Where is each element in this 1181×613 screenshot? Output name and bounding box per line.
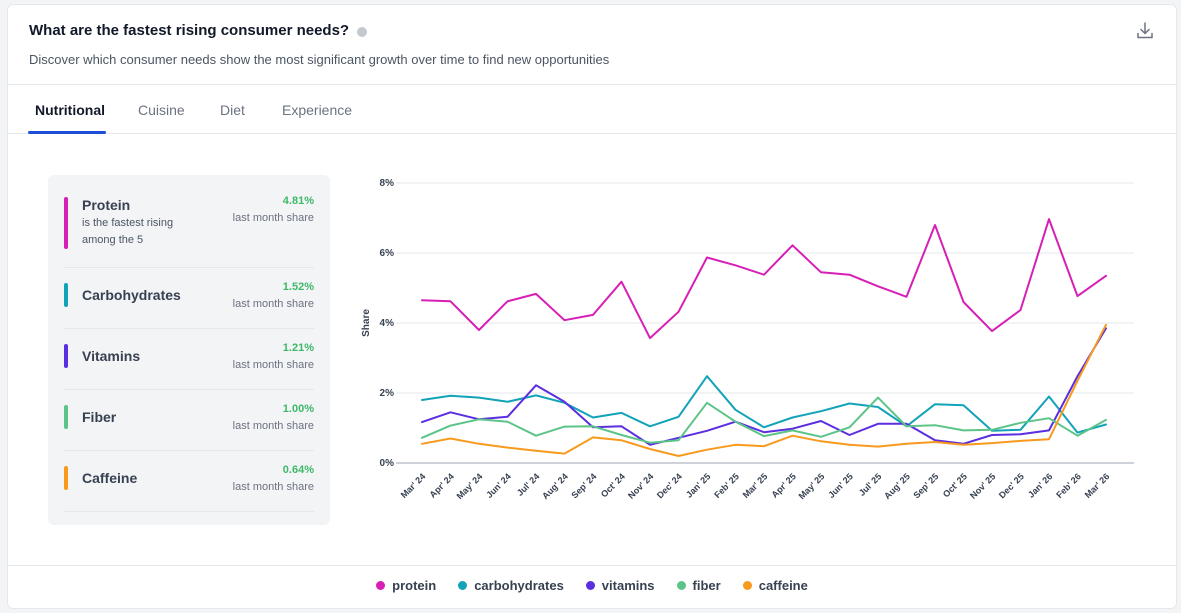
x-tick-label: Oct' 24: [599, 471, 627, 499]
legend-dot: [676, 581, 686, 590]
summary-percent: 1.21%: [282, 342, 314, 354]
summary-name: Protein: [82, 197, 131, 213]
legend-item-fiber[interactable]: fiber: [676, 578, 721, 593]
legend-label: carbohydrates: [474, 578, 564, 593]
card-title-row: What are the fastest rising consumer nee…: [29, 22, 368, 39]
x-tick-label: May' 24: [455, 471, 485, 501]
summary-name: Caffeine: [82, 470, 138, 486]
summary-percent: 1.52%: [282, 281, 314, 293]
summary-item-vitamins: Vitamins 1.21% last month share: [64, 340, 314, 401]
summary-percent: 4.81%: [282, 195, 314, 207]
divider: [64, 450, 314, 451]
summary-name: Fiber: [82, 409, 117, 425]
card-subtitle: Discover which consumer needs show the m…: [29, 52, 610, 67]
series-line-carbohydrates: [421, 375, 1107, 434]
info-icon[interactable]: [357, 26, 368, 37]
tab-experience[interactable]: Experience: [282, 102, 353, 118]
summary-caption: last month share: [232, 298, 314, 310]
x-tick-label: Nov' 25: [968, 471, 997, 500]
y-tick-label: 2%: [380, 388, 395, 399]
x-tick-label: Aug' 24: [540, 471, 570, 501]
x-tick-label: Feb' 26: [1054, 471, 1083, 500]
x-tick-label: Mar' 25: [741, 471, 770, 500]
x-tick-label: Jul' 25: [857, 471, 884, 498]
summary-caption: last month share: [232, 359, 314, 371]
color-bar: [64, 344, 68, 368]
summary-percent: 1.00%: [282, 403, 314, 415]
x-tick-label: Jan' 26: [1026, 471, 1054, 499]
y-tick-label: 8%: [380, 178, 395, 189]
x-tick-label: Apr' 25: [770, 471, 798, 499]
card-title: What are the fastest rising consumer nee…: [29, 22, 350, 39]
chart-legend: protein carbohydrates vitamins fiber caffein…: [8, 578, 1176, 593]
download-icon[interactable]: [1134, 20, 1156, 42]
summary-name: Vitamins: [82, 348, 141, 364]
x-tick-label: Jul' 24: [515, 471, 542, 498]
legend-item-carbohydrates[interactable]: carbohydrates: [458, 578, 564, 593]
x-tick-label: Feb' 25: [712, 471, 741, 500]
x-tick-label: Oct' 25: [941, 471, 969, 499]
color-bar: [64, 283, 68, 307]
legend-label: fiber: [692, 578, 721, 593]
legend-item-vitamins[interactable]: vitamins: [585, 578, 655, 593]
x-tick-label: Jun' 24: [484, 471, 513, 500]
summary-caption: last month share: [232, 420, 314, 432]
legend-item-caffeine[interactable]: caffeine: [742, 578, 808, 593]
tab-cuisine[interactable]: Cuisine: [138, 102, 185, 118]
series-line-protein: [421, 218, 1107, 340]
legend-label: vitamins: [601, 578, 655, 593]
summary-item-carbohydrates: Carbohydrates 1.52% last month share: [64, 279, 314, 340]
x-tick-label: Apr' 24: [428, 471, 456, 499]
summary-description: is the fastest rising among the 5: [82, 217, 174, 246]
summary-name: Carbohydrates: [82, 287, 181, 303]
series-line-fiber: [421, 396, 1107, 444]
summary-caption: last month share: [232, 481, 314, 493]
tab-diet[interactable]: Diet: [220, 102, 245, 118]
divider: [64, 511, 314, 512]
x-tick-label: Dec' 25: [997, 471, 1026, 500]
tab-nutritional[interactable]: Nutritional: [35, 102, 105, 118]
legend-dot: [376, 581, 386, 590]
y-axis-label: Share: [361, 309, 372, 337]
x-tick-label: Sep' 24: [569, 471, 598, 500]
x-tick-label: Mar' 24: [399, 471, 428, 500]
series-line-caffeine: [421, 323, 1107, 457]
y-tick-label: 0%: [380, 458, 395, 469]
active-tab-indicator: [28, 131, 106, 134]
summary-item-caffeine: Caffeine 0.64% last month share: [64, 462, 314, 523]
x-tick-label: Mar' 26: [1083, 471, 1112, 500]
legend-label: caffeine: [758, 578, 808, 593]
card-header: What are the fastest rising consumer nee…: [8, 5, 1176, 85]
x-tick-label: Aug' 25: [882, 471, 912, 501]
y-tick-label: 4%: [380, 318, 395, 329]
color-bar: [64, 466, 68, 490]
insight-card: What are the fastest rising consumer nee…: [7, 4, 1177, 609]
legend-dot: [458, 581, 468, 590]
summary-panel: Protein is the fastest rising among the …: [48, 175, 330, 525]
x-tick-label: Nov' 24: [626, 471, 655, 500]
summary-percent: 0.64%: [282, 464, 314, 476]
legend-item-protein[interactable]: protein: [376, 578, 436, 593]
divider: [64, 267, 314, 268]
category-tabs: Nutritional Cuisine Diet Experience: [8, 86, 1176, 134]
legend-dot: [585, 581, 595, 590]
legend-label: protein: [392, 578, 437, 593]
chart-footer: protein carbohydrates vitamins fiber caffein…: [8, 565, 1176, 609]
divider: [64, 389, 314, 390]
summary-item-fiber: Fiber 1.00% last month share: [64, 401, 314, 462]
divider: [64, 328, 314, 329]
x-tick-label: Dec' 24: [655, 471, 684, 500]
x-tick-label: Sep' 25: [911, 471, 940, 500]
legend-dot: [742, 581, 752, 590]
series-line-vitamins: [421, 327, 1107, 446]
summary-caption: last month share: [232, 212, 314, 224]
color-bar: [64, 197, 68, 249]
summary-item-protein: Protein is the fastest rising among the …: [64, 193, 314, 254]
y-tick-label: 6%: [380, 248, 395, 259]
x-tick-label: Jan' 25: [684, 471, 712, 499]
color-bar: [64, 405, 68, 429]
x-tick-label: Jun' 25: [826, 471, 855, 500]
x-tick-label: May' 25: [797, 471, 827, 501]
